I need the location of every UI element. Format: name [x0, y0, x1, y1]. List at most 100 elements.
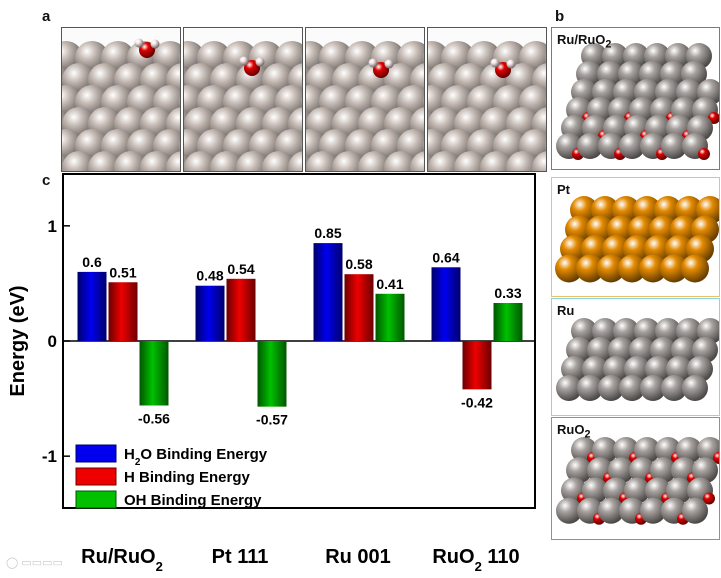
ru-atom: [598, 375, 624, 401]
bar: [462, 341, 492, 390]
bar-value-label: -0.57: [256, 412, 288, 428]
ru-atom: [88, 151, 122, 171]
ru-atom: [114, 151, 148, 171]
ru-atom: [428, 151, 462, 171]
y-axis-label: Energy (eV): [7, 285, 29, 396]
thumb-ru-ruo2: [61, 27, 181, 172]
bar-value-label: 0.33: [494, 285, 521, 301]
side-panel-ruo2-label: RuO2: [557, 422, 591, 441]
ru-atom: [166, 151, 180, 171]
ru-atom: [423, 96, 424, 108]
ru-atom: [598, 497, 624, 524]
y-tick-label: 1: [48, 217, 57, 236]
ru-atom: [184, 151, 218, 171]
bar: [375, 293, 405, 341]
ru-atom: [619, 133, 645, 159]
legend-label: H2O Binding Energy: [124, 446, 268, 468]
ru-atom: [545, 96, 546, 108]
ru-atom: [692, 457, 718, 484]
ru-atom: [608, 457, 634, 484]
ru-atom: [650, 457, 676, 484]
oxygen-atom: [703, 492, 715, 505]
panel-label-c: c: [42, 172, 51, 189]
water-hydrogen-atom: [134, 38, 144, 48]
side-panel-ruo2: RuO2: [551, 417, 720, 540]
pt-atom: [681, 254, 709, 283]
water-hydrogen-atom: [506, 59, 516, 69]
watermark-logo: ◯ ▭▭▭▭: [6, 557, 63, 569]
ru-ruo2-slab-illustration: [556, 43, 719, 160]
water-hydrogen-atom: [368, 58, 378, 68]
x-tick-label: Ru/RuO2: [81, 546, 163, 574]
oxygen-atom: [698, 148, 710, 160]
bar-value-label: 0.48: [196, 268, 223, 284]
ru-atom: [423, 52, 424, 64]
pt-atom: [639, 254, 667, 283]
bar-value-label: -0.42: [461, 394, 493, 410]
pt-slab-illustration: [555, 196, 719, 283]
x-tick-label: RuO2 110: [432, 546, 519, 574]
ru-atom: [556, 375, 582, 401]
bar-value-label: 0.58: [345, 256, 372, 272]
side-panel-ru-label: Ru: [557, 303, 575, 318]
ru-atom: [301, 96, 302, 108]
thumb-ru001-illustration: [306, 41, 424, 171]
bar: [431, 267, 461, 341]
pt-atom: [576, 254, 604, 283]
ru-atom: [358, 151, 392, 171]
ru-atom: [179, 96, 180, 108]
ru-slab-illustration: [556, 318, 719, 401]
water-hydrogen-atom: [150, 39, 160, 49]
bar-value-label: 0.64: [432, 249, 459, 265]
ru-atom: [582, 477, 608, 504]
pt-atom: [660, 254, 688, 283]
ru-atom: [532, 151, 546, 171]
ru-atom: [661, 133, 687, 159]
ru-atom: [682, 497, 708, 524]
bar-value-label: 0.41: [376, 276, 403, 292]
ru-atom: [640, 375, 666, 401]
thumb-ruo2-110-illustration: [428, 41, 546, 171]
bar-value-label: 0.51: [109, 264, 136, 280]
ru-atom: [577, 375, 603, 401]
bar: [195, 285, 225, 341]
ru-atom: [545, 140, 546, 152]
pt-atom: [555, 254, 583, 283]
ru-atom: [676, 437, 702, 463]
bar: [226, 278, 256, 341]
thumb-pt111-illustration: [184, 41, 302, 171]
ru-atom: [140, 151, 174, 171]
bar: [344, 274, 374, 341]
ru-atom: [210, 151, 244, 171]
side-panel-ru: Ru: [551, 298, 720, 416]
side-panel-ru-ruo2: Ru/RuO2: [551, 27, 720, 170]
bar: [493, 302, 523, 341]
ru-atom: [410, 151, 424, 171]
ru-atom: [556, 497, 582, 524]
legend-swatch: [75, 444, 117, 463]
ru-atom: [179, 52, 180, 64]
bar: [108, 282, 138, 341]
thumb-ru-ruo2-illustration: [62, 38, 180, 171]
ru-atom: [661, 375, 687, 401]
ru-atom: [619, 375, 645, 401]
thumb-ruo2-110: [427, 27, 547, 172]
legend-swatch: [75, 490, 117, 509]
legend-label: H Binding Energy: [124, 469, 250, 486]
ru-atom: [306, 151, 340, 171]
ru-atom: [634, 437, 660, 463]
ru-atom: [62, 151, 96, 171]
side-panel-pt-label: Pt: [557, 182, 570, 197]
ru-atom: [423, 140, 424, 152]
side-panel-pt: Pt: [551, 177, 720, 297]
y-tick-label: 0: [48, 332, 57, 351]
x-tick-label: Pt 111: [212, 546, 269, 568]
ru-atom: [384, 151, 418, 171]
ru-atom: [454, 151, 488, 171]
bar-value-label: 0.6: [82, 254, 102, 270]
panel-label-a: a: [42, 8, 51, 25]
ru-atom: [682, 375, 708, 401]
ru-atom: [288, 151, 302, 171]
legend-label: OH Binding Energy: [124, 492, 262, 509]
bar-value-label: 0.85: [314, 225, 341, 241]
